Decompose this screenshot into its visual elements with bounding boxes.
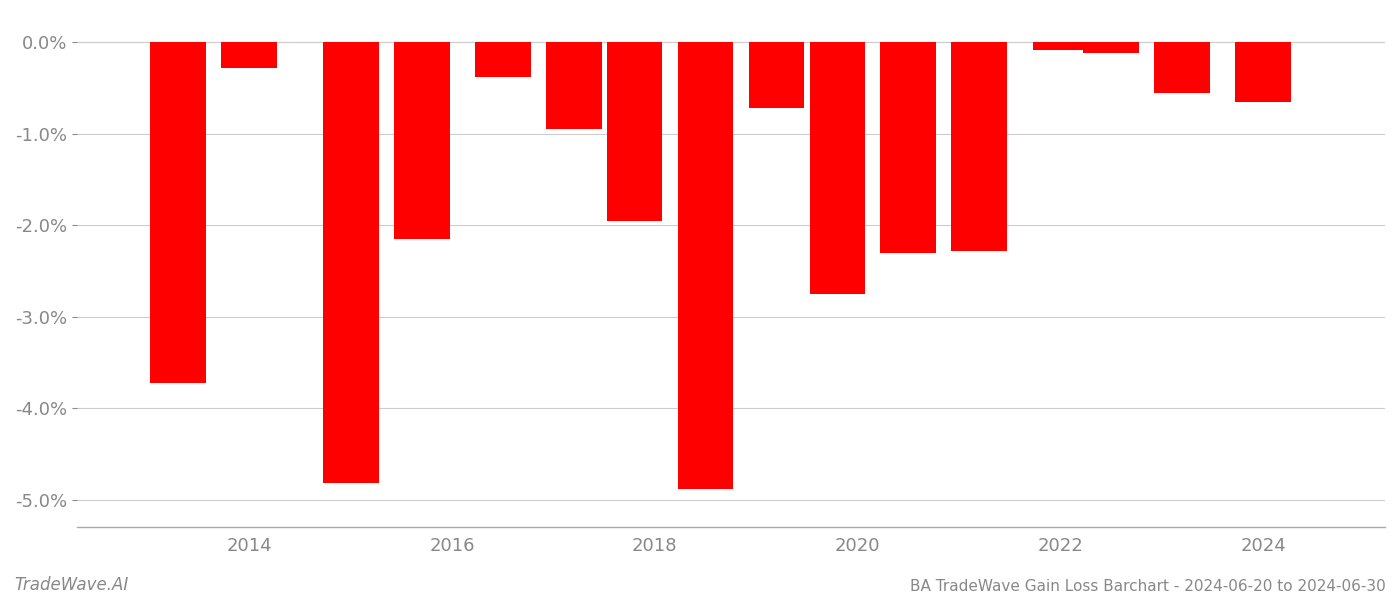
Bar [475, 43, 531, 77]
Bar [1033, 43, 1088, 50]
Bar [749, 43, 805, 109]
Text: BA TradeWave Gain Loss Barchart - 2024-06-20 to 2024-06-30: BA TradeWave Gain Loss Barchart - 2024-0… [910, 579, 1386, 594]
Bar [881, 43, 937, 253]
Bar [393, 43, 449, 239]
Text: TradeWave.AI: TradeWave.AI [14, 576, 129, 594]
Bar [606, 43, 662, 221]
Bar [1235, 43, 1291, 102]
Bar [150, 43, 206, 383]
Bar [323, 43, 378, 484]
Bar [221, 43, 277, 68]
Bar [809, 43, 865, 294]
Bar [546, 43, 602, 130]
Bar [1084, 43, 1140, 53]
Bar [678, 43, 734, 489]
Bar [1154, 43, 1210, 93]
Bar [952, 43, 1007, 251]
